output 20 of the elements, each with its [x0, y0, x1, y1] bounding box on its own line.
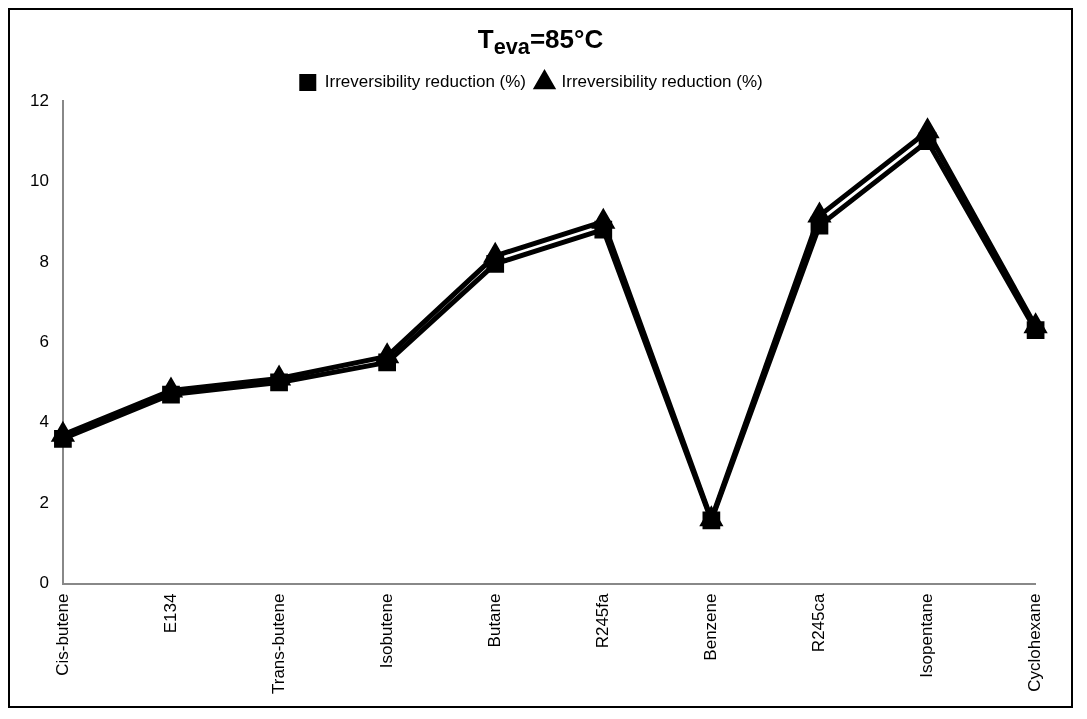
chart-title: T$_{eva}$=85°C — [476, 23, 605, 62]
y-tick-label: 0 — [39, 573, 49, 593]
x-tick-label: R245ca — [809, 592, 829, 653]
y-tick-label: 12 — [29, 90, 49, 110]
x-tick-label: Cyclohexane — [1025, 593, 1045, 692]
legend-label: Irreversibility reduction (%) — [561, 72, 763, 92]
y-tick-label: 10 — [29, 171, 49, 191]
x-tick-label: E134 — [160, 593, 180, 634]
x-tick-label: Benzene — [701, 593, 721, 661]
x-tick-label: R245fa — [592, 592, 612, 649]
y-tick-label: 4 — [39, 412, 49, 432]
legend-label: Irreversibility reduction (%) — [324, 72, 527, 92]
x-tick-label: Butane — [484, 593, 504, 648]
y-tick-label: 8 — [39, 251, 49, 271]
x-tick-label: Cis-butene — [52, 593, 72, 676]
y-tick-label: 2 — [39, 492, 49, 512]
x-tick-label: Isobutene — [376, 593, 396, 669]
y-tick-label: 6 — [39, 331, 49, 351]
x-tick-label: Isopentane — [917, 593, 937, 678]
x-tick-label: Trans-butene — [268, 593, 288, 694]
